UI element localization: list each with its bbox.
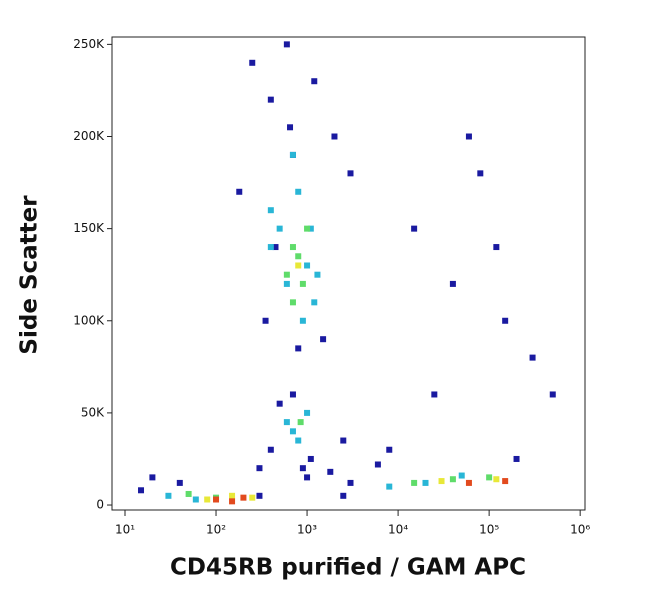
x-tick-label: 10⁶ [570,523,590,537]
data-point [386,446,393,453]
data-point [449,476,456,483]
data-point [267,207,274,214]
data-point [297,419,304,426]
y-tick-label: 100K [73,313,105,327]
data-point [267,446,274,453]
data-point [299,317,306,324]
y-axis-title: Side Scatter [17,195,43,355]
data-point [340,492,347,499]
data-point [465,479,472,486]
data-point [256,492,263,499]
data-point [287,124,294,131]
data-point [493,244,500,251]
y-tick-label: 0 [96,498,104,512]
data-point [411,479,418,486]
data-point [314,271,321,278]
data-point [311,299,318,306]
data-point [185,490,192,497]
data-point [347,479,354,486]
y-tick-label: 50K [81,405,105,419]
data-point [276,225,283,232]
data-point [311,78,318,85]
y-tick-label: 200K [73,129,105,143]
data-point [347,170,354,177]
data-point [249,494,256,501]
data-point [327,468,334,475]
data-point [386,483,393,490]
x-tick-label: 10⁵ [479,523,499,537]
data-point [502,478,509,485]
x-tick-label: 10⁴ [388,523,408,537]
data-point [304,262,311,269]
data-point [236,188,243,195]
data-point [295,253,302,260]
data-point [276,400,283,407]
data-point [502,317,509,324]
data-point [149,474,156,481]
data-point [295,345,302,352]
data-point [307,455,314,462]
data-point [304,225,311,232]
data-point [331,133,338,140]
data-point [138,487,145,494]
data-point [529,354,536,361]
data-point [486,474,493,481]
data-point [289,391,296,398]
data-point [493,476,500,483]
data-point [289,299,296,306]
data-point [438,478,445,485]
data-point [458,472,465,479]
data-point [249,59,256,66]
data-point [267,96,274,103]
data-point [411,225,418,232]
data-point [229,498,236,505]
data-point [304,409,311,416]
plot-frame [111,36,586,511]
x-tick-label: 10³ [297,523,317,537]
data-point [295,437,302,444]
data-point [374,461,381,468]
data-point [299,280,306,287]
y-tick-label: 250K [73,37,105,51]
data-point [295,262,302,269]
data-point [229,492,236,499]
data-point [262,317,269,324]
data-point [165,492,172,499]
data-point [340,437,347,444]
data-point [299,465,306,472]
data-point [477,170,484,177]
data-point [272,244,279,251]
data-point [283,271,290,278]
data-point [449,280,456,287]
data-point [422,479,429,486]
data-point [307,225,314,232]
data-point [289,151,296,158]
data-point [320,336,327,343]
data-point [283,419,290,426]
data-point [304,474,311,481]
data-point [289,244,296,251]
data-point [513,455,520,462]
data-point [465,133,472,140]
y-tick-label: 150K [73,221,105,235]
x-tick-label: 10¹ [115,523,135,537]
data-point [549,391,556,398]
data-point [204,496,211,503]
data-point [283,280,290,287]
data-point [289,428,296,435]
data-point [283,41,290,48]
x-tick-label: 10² [206,523,226,537]
data-point [431,391,438,398]
data-point [213,496,220,503]
data-point [176,479,183,486]
data-point [267,244,274,251]
data-point [192,496,199,503]
data-point [256,465,263,472]
x-axis-title: CD45RB purified / GAM APC [170,555,526,581]
data-point [295,188,302,195]
data-point [240,494,247,501]
